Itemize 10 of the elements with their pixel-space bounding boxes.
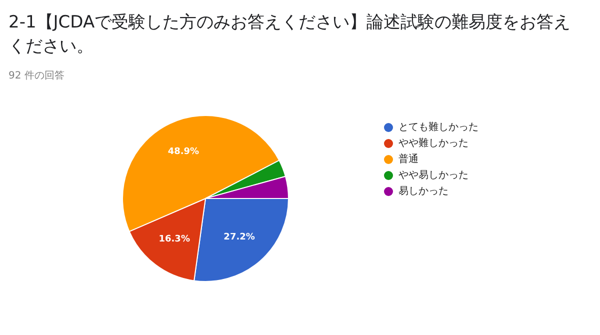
legend-label: とても難しかった [398, 121, 478, 133]
chart-title: 2-1【JCDAで受験した方のみお答えください】論述試験の難易度をお答えください。 [8, 12, 571, 56]
data-label: 16.3% [158, 234, 190, 244]
legend-label: やや難しかった [398, 137, 468, 149]
data-label: 27.2% [224, 232, 255, 242]
legend-label: 易しかった [398, 186, 448, 197]
text: 92 件の回答 [8, 70, 64, 82]
legend-label: 普通 [398, 153, 418, 165]
legend-label: やや易しかった [398, 170, 468, 181]
data-label: 48.9% [168, 147, 200, 158]
